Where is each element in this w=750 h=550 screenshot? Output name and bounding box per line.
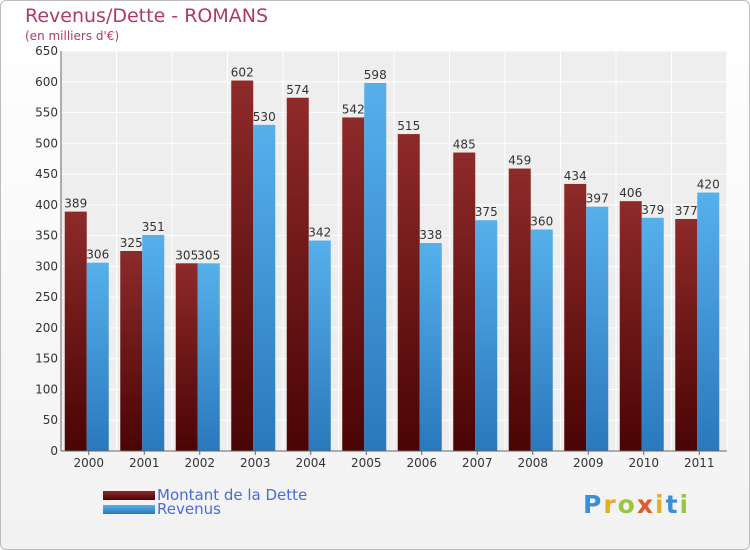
data-label-debt-2011: 377 [675, 204, 698, 218]
data-label-revenus-2006: 338 [419, 228, 442, 242]
bar-debt-2006 [397, 134, 420, 452]
x-tick-label-2006: 2006 [406, 456, 437, 470]
bar-debt-2000 [64, 211, 87, 451]
data-label-debt-2005: 542 [342, 102, 365, 116]
legend-swatch-revenus [103, 504, 155, 514]
legend-label-revenus: Revenus [157, 500, 221, 518]
chart-subtitle: (en milliers d'€) [25, 29, 120, 43]
bar-debt-2002 [175, 263, 198, 451]
bar-debt-2004 [286, 97, 309, 452]
bar-revenus-2009 [586, 206, 609, 451]
y-tick-label: 450 [35, 167, 58, 181]
y-tick-label: 400 [35, 198, 58, 212]
logo-letter: i [679, 490, 691, 519]
bar-revenus-2004 [308, 240, 331, 451]
legend-swatch-debt [103, 490, 155, 500]
y-tick-label: 500 [35, 136, 58, 150]
y-tick-label: 550 [35, 106, 58, 120]
logo-letter: x [636, 490, 655, 519]
data-label-debt-2002: 305 [175, 248, 198, 262]
data-label-debt-2004: 574 [286, 83, 309, 97]
data-label-debt-2003: 602 [231, 66, 254, 80]
bar-debt-2009 [564, 183, 587, 451]
bar-revenus-2010 [641, 217, 664, 451]
data-label-revenus-2004: 342 [308, 226, 331, 240]
data-label-revenus-2009: 397 [586, 192, 609, 206]
legend-label-debt: Montant de la Dette [157, 486, 308, 504]
y-tick-label: 250 [35, 290, 58, 304]
logo-letter: t [665, 490, 680, 519]
data-label-revenus-2010: 379 [641, 203, 664, 217]
data-label-revenus-2003: 530 [253, 110, 276, 124]
data-label-revenus-2000: 306 [86, 248, 109, 262]
y-tick-label: 650 [35, 44, 58, 58]
proxiti-logo: Proxiti [583, 490, 690, 519]
y-tick-label: 0 [50, 444, 58, 458]
y-tick-label: 350 [35, 229, 58, 243]
logo-letter: o [617, 490, 637, 519]
bar-debt-2001 [120, 251, 143, 451]
data-label-revenus-2001: 351 [142, 220, 165, 234]
bar-revenus-2001 [142, 235, 165, 451]
data-label-debt-2001: 325 [120, 236, 143, 250]
x-tick-label-2004: 2004 [295, 456, 326, 470]
y-tick-label: 100 [35, 382, 58, 396]
data-label-revenus-2011: 420 [697, 178, 720, 192]
chart-title: Revenus/Dette - ROMANS [25, 5, 269, 27]
logo-letter: r [603, 490, 618, 519]
data-label-revenus-2007: 375 [475, 205, 498, 219]
y-tick-label: 150 [35, 352, 58, 366]
bar-debt-2010 [619, 201, 642, 451]
bar-revenus-2002 [197, 263, 220, 451]
bar-revenus-2011 [697, 192, 720, 452]
x-tick-label-2002: 2002 [184, 456, 215, 470]
bar-revenus-2006 [419, 243, 442, 451]
data-label-debt-2009: 434 [564, 169, 587, 183]
x-tick-label-2003: 2003 [240, 456, 271, 470]
bar-revenus-2000 [86, 262, 109, 451]
x-tick-label-2008: 2008 [517, 456, 548, 470]
legend-item-debt: Montant de la Dette [103, 486, 308, 504]
data-label-debt-2008: 459 [508, 154, 531, 168]
logo-letter: P [583, 490, 604, 519]
y-tick-label: 300 [35, 259, 58, 273]
y-tick-label: 200 [35, 321, 58, 335]
data-label-debt-2007: 485 [453, 138, 476, 152]
x-tick-label-2010: 2010 [628, 456, 659, 470]
data-label-debt-2010: 406 [619, 186, 642, 200]
x-tick-label-2009: 2009 [573, 456, 604, 470]
bar-debt-2005 [342, 117, 365, 451]
legend-item-revenus: Revenus [103, 500, 221, 518]
bar-revenus-2007 [475, 220, 498, 451]
bar-revenus-2003 [253, 124, 276, 451]
y-tick-label: 50 [43, 413, 58, 427]
bar-debt-2003 [231, 80, 254, 452]
data-label-revenus-2002: 305 [197, 248, 220, 262]
logo-letter: i [655, 490, 666, 519]
x-tick-label-2007: 2007 [462, 456, 493, 470]
x-tick-label-2005: 2005 [351, 456, 382, 470]
data-label-revenus-2005: 598 [364, 68, 387, 82]
y-tick-label: 600 [35, 75, 58, 89]
data-label-debt-2006: 515 [397, 119, 420, 133]
bar-debt-2011 [675, 219, 698, 451]
bar-debt-2008 [508, 168, 531, 452]
data-label-revenus-2008: 360 [530, 214, 553, 228]
data-label-debt-2000: 389 [64, 197, 87, 211]
x-tick-label-2011: 2011 [684, 456, 715, 470]
bar-revenus-2005 [364, 83, 387, 451]
bar-debt-2007 [453, 152, 476, 452]
bar-revenus-2008 [530, 229, 553, 451]
x-tick-label-2000: 2000 [73, 456, 104, 470]
x-tick-label-2001: 2001 [129, 456, 160, 470]
